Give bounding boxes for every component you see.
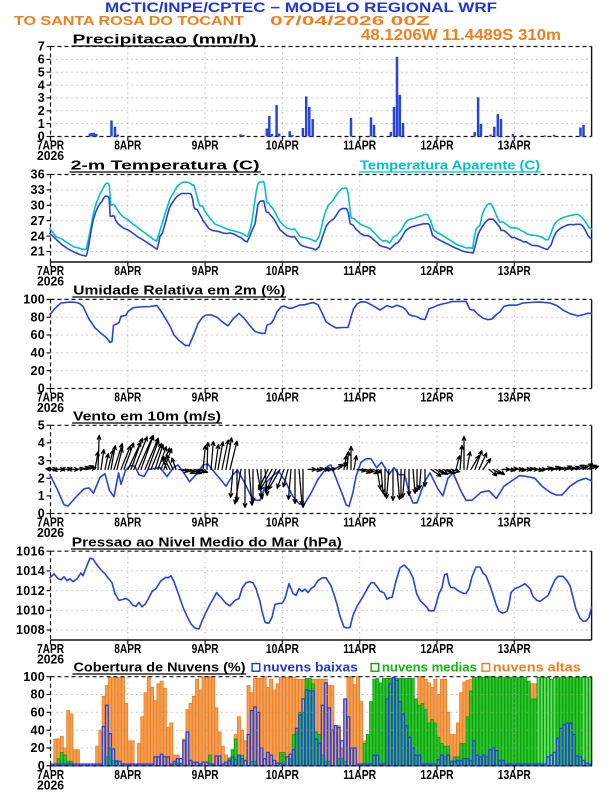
- svg-text:2-m Temperatura (C): 2-m Temperatura (C): [71, 158, 260, 173]
- svg-text:nuvens altas: nuvens altas: [493, 661, 581, 675]
- svg-text:12APR: 12APR: [421, 264, 454, 278]
- svg-text:Cobertura de Nuvens (%): Cobertura de Nuvens (%): [74, 660, 246, 675]
- svg-text:nuvens baixas: nuvens baixas: [263, 661, 358, 675]
- svg-text:9APR: 9APR: [192, 139, 219, 153]
- svg-text:0: 0: [38, 759, 45, 773]
- svg-text:0: 0: [38, 382, 45, 396]
- svg-text:4: 4: [38, 436, 45, 450]
- svg-text:9APR: 9APR: [192, 391, 219, 405]
- svg-text:11APR: 11APR: [343, 391, 376, 405]
- svg-text:1: 1: [38, 117, 45, 131]
- svg-text:1008: 1008: [16, 623, 45, 637]
- svg-text:10APR: 10APR: [266, 391, 299, 405]
- svg-text:2026: 2026: [37, 653, 64, 667]
- svg-text:13APR: 13APR: [498, 391, 531, 405]
- svg-text:10APR: 10APR: [266, 264, 299, 278]
- svg-text:40: 40: [30, 723, 45, 737]
- svg-text:4: 4: [38, 78, 45, 92]
- svg-text:nuvens medias: nuvens medias: [382, 661, 477, 675]
- svg-text:1012: 1012: [16, 584, 45, 598]
- svg-text:13APR: 13APR: [498, 139, 531, 153]
- svg-text:2026: 2026: [37, 149, 64, 163]
- svg-text:Umidade Relativa em 2m (%): Umidade Relativa em 2m (%): [73, 283, 285, 298]
- svg-text:MCTIC/INPE/CPTEC − MODELO REGI: MCTIC/INPE/CPTEC − MODELO REGIONAL WRF: [105, 0, 497, 15]
- svg-text:9APR: 9APR: [192, 264, 219, 278]
- svg-text:12APR: 12APR: [421, 139, 454, 153]
- svg-text:07/04/2026 00Z: 07/04/2026 00Z: [270, 13, 430, 28]
- svg-text:TO SANTA ROSA DO TOCANT: TO SANTA ROSA DO TOCANT: [14, 13, 244, 28]
- svg-text:9APR: 9APR: [192, 516, 219, 530]
- svg-text:2026: 2026: [37, 526, 64, 540]
- svg-text:Pressao ao Nivel Medio do Mar: Pressao ao Nivel Medio do Mar (hPa): [72, 535, 342, 550]
- svg-text:2: 2: [38, 471, 45, 485]
- svg-text:8APR: 8APR: [114, 391, 141, 405]
- svg-text:20: 20: [30, 364, 45, 378]
- svg-text:12APR: 12APR: [421, 391, 454, 405]
- svg-text:11APR: 11APR: [343, 768, 376, 782]
- svg-text:8APR: 8APR: [114, 516, 141, 530]
- svg-text:7APR: 7APR: [37, 264, 64, 278]
- svg-text:60: 60: [30, 706, 45, 720]
- svg-text:21: 21: [30, 245, 45, 259]
- svg-text:13APR: 13APR: [498, 768, 531, 782]
- svg-text:2026: 2026: [37, 778, 64, 792]
- svg-text:36: 36: [30, 168, 45, 182]
- svg-text:5: 5: [38, 65, 45, 79]
- svg-text:5: 5: [38, 419, 45, 433]
- svg-text:1010: 1010: [16, 604, 45, 618]
- svg-text:11APR: 11APR: [343, 516, 376, 530]
- svg-text:80: 80: [30, 310, 45, 324]
- svg-text:2026: 2026: [37, 275, 64, 289]
- svg-text:Vento em 10m (m/s): Vento em 10m (m/s): [73, 409, 221, 424]
- svg-text:7APR: 7APR: [37, 516, 64, 530]
- svg-text:13APR: 13APR: [498, 264, 531, 278]
- svg-text:12APR: 12APR: [421, 516, 454, 530]
- svg-text:3: 3: [38, 454, 45, 468]
- svg-text:8APR: 8APR: [114, 768, 141, 782]
- svg-text:11APR: 11APR: [343, 642, 376, 656]
- svg-text:7: 7: [38, 40, 45, 54]
- svg-text:6: 6: [38, 53, 45, 67]
- svg-text:40: 40: [30, 346, 45, 360]
- svg-text:100: 100: [23, 293, 45, 307]
- svg-text:80: 80: [30, 688, 45, 702]
- svg-text:Temperatura Aparente (C): Temperatura Aparente (C): [360, 158, 540, 173]
- svg-text:0: 0: [38, 507, 45, 521]
- svg-text:10APR: 10APR: [266, 139, 299, 153]
- svg-text:100: 100: [23, 670, 45, 684]
- svg-text:7APR: 7APR: [37, 642, 64, 656]
- svg-text:7APR: 7APR: [37, 768, 64, 782]
- svg-text:13APR: 13APR: [498, 516, 531, 530]
- svg-text:11APR: 11APR: [343, 139, 376, 153]
- svg-text:30: 30: [30, 199, 45, 213]
- svg-text:10APR: 10APR: [266, 642, 299, 656]
- svg-text:20: 20: [30, 741, 45, 755]
- svg-text:12APR: 12APR: [421, 768, 454, 782]
- svg-text:1014: 1014: [16, 564, 45, 578]
- svg-text:8APR: 8APR: [114, 139, 141, 153]
- svg-text:8APR: 8APR: [114, 264, 141, 278]
- svg-text:48.1206W 11.4489S 310m: 48.1206W 11.4489S 310m: [361, 27, 561, 44]
- svg-text:0: 0: [38, 130, 45, 144]
- svg-text:2026: 2026: [37, 401, 64, 415]
- svg-text:12APR: 12APR: [421, 642, 454, 656]
- svg-text:27: 27: [30, 214, 45, 228]
- svg-text:Precipitacao (mm/h): Precipitacao (mm/h): [73, 32, 257, 47]
- svg-text:3: 3: [38, 91, 45, 105]
- svg-text:13APR: 13APR: [498, 642, 531, 656]
- svg-text:9APR: 9APR: [192, 768, 219, 782]
- svg-text:8APR: 8APR: [114, 642, 141, 656]
- svg-text:11APR: 11APR: [343, 264, 376, 278]
- svg-text:10APR: 10APR: [266, 768, 299, 782]
- svg-text:7APR: 7APR: [37, 391, 64, 405]
- svg-text:7APR: 7APR: [37, 139, 64, 153]
- svg-text:1016: 1016: [16, 544, 45, 558]
- svg-text:10APR: 10APR: [266, 516, 299, 530]
- svg-text:33: 33: [30, 183, 45, 197]
- svg-text:60: 60: [30, 328, 45, 342]
- svg-text:9APR: 9APR: [192, 642, 219, 656]
- svg-text:1: 1: [38, 489, 45, 503]
- svg-text:2: 2: [38, 104, 45, 118]
- svg-text:24: 24: [30, 229, 45, 243]
